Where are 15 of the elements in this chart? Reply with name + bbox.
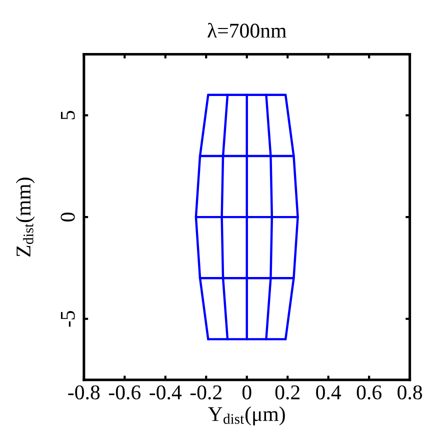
y-tick-label: -5 bbox=[60, 310, 75, 327]
x-tick-label: -0.2 bbox=[190, 385, 222, 400]
y-tick-label: 0 bbox=[60, 212, 75, 222]
x-tick-label: -0.4 bbox=[150, 385, 182, 400]
x-tick-label: 0.8 bbox=[398, 385, 422, 400]
x-tick-label: -0.6 bbox=[108, 385, 141, 400]
x-tick-label: 0.2 bbox=[275, 385, 300, 400]
x-tick-label: 0 bbox=[242, 385, 252, 400]
x-tick-label: 0.4 bbox=[316, 385, 342, 400]
x-axis-title: Y$_{dist}$(μm) bbox=[208, 406, 285, 426]
chart-title: λ=700nm bbox=[208, 22, 286, 38]
y-axis-title: Z$_{dist}$(mm) bbox=[16, 178, 35, 256]
x-tick-label: -0.8 bbox=[68, 385, 100, 400]
x-tick-label: 0.6 bbox=[356, 385, 382, 400]
y-tick-label: 5 bbox=[60, 110, 75, 120]
